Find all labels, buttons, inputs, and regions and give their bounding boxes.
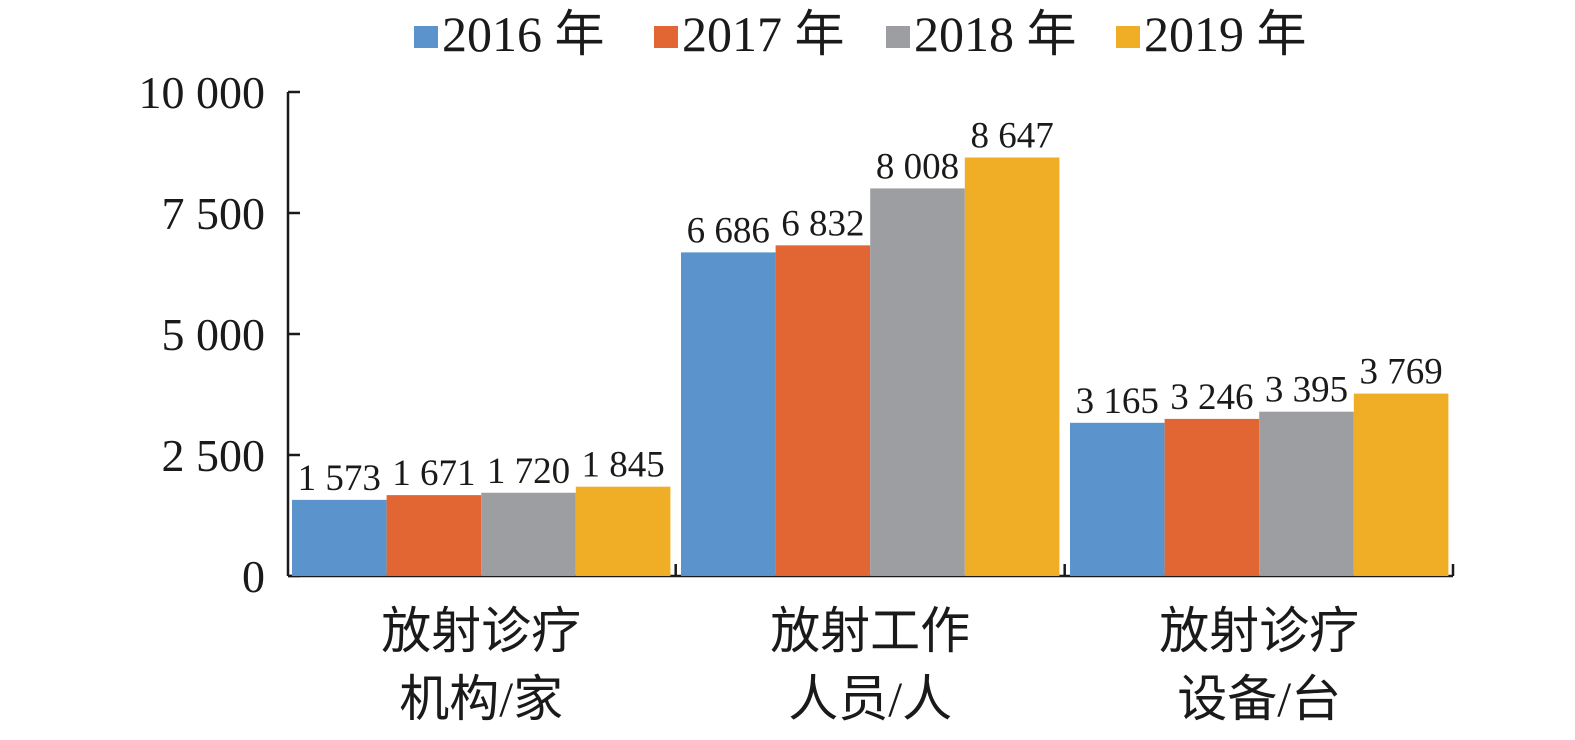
data-labels: 1 573 6 686 3 165 1 671 6 832 3 246 1 720 8 008… [298,115,1443,498]
data-label: 3 769 [1359,352,1442,393]
bar [386,495,482,576]
bar [1164,418,1260,576]
bars [292,157,1449,577]
legend: 2016 年 2017 年 2018 年 2019 年 [414,6,1307,62]
data-label: 8 647 [970,115,1053,156]
data-label: 3 395 [1265,370,1348,411]
bar [1070,422,1165,576]
category-label: 放射诊疗 [1159,603,1359,659]
legend-label: 2018 年 [914,6,1077,62]
category-label: 放射诊疗 [381,603,581,659]
y-tick-label: 5 000 [162,309,266,360]
bar [292,499,387,576]
data-label: 3 165 [1076,381,1159,422]
bar [1353,393,1449,576]
legend-swatch [414,26,438,48]
category-label: 设备/台 [1177,671,1341,727]
data-label: 8 008 [876,146,959,187]
category-label: 人员/人 [788,671,952,727]
legend-label: 2017 年 [682,6,845,62]
legend-label: 2019 年 [1144,6,1307,62]
category-label: 机构/家 [399,671,563,727]
bar [481,492,576,576]
data-label: 1 845 [581,445,664,486]
bar [575,486,671,576]
y-tick-label: 7 500 [162,188,266,239]
category-label: 放射工作 [770,603,970,659]
bar [775,245,871,576]
bar [964,157,1060,576]
y-tick-label: 2 500 [162,430,266,481]
legend-swatch [1116,26,1140,48]
bar [681,252,776,577]
data-label: 1 573 [298,458,381,499]
bar [870,188,965,577]
y-tick-label: 0 [242,551,265,602]
legend-swatch [654,26,678,48]
bar [1259,411,1354,576]
data-label: 1 671 [392,453,475,494]
data-label: 3 246 [1170,377,1253,418]
y-tick-label: 10 000 [139,67,266,118]
data-label: 6 832 [781,203,864,244]
data-label: 6 686 [687,210,770,251]
legend-swatch [886,26,910,48]
legend-label: 2016 年 [442,6,605,62]
data-label: 1 720 [487,451,570,492]
